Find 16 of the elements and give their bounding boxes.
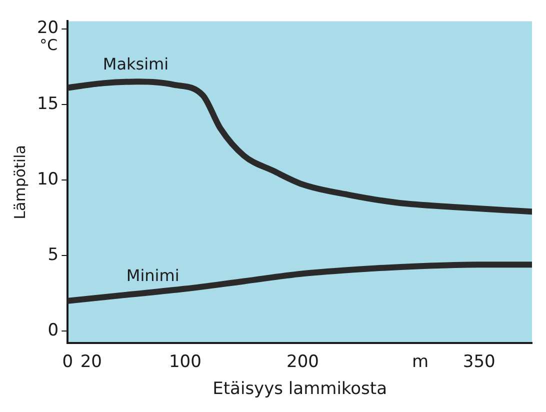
y-tick-label: 5 [48, 244, 59, 265]
x-axis-title: Etäisyys lammikosta [212, 379, 387, 400]
y-tick-label: 10 [36, 169, 59, 190]
x-tick-label: 200 [286, 352, 319, 372]
y-tick-label: 15 [36, 94, 59, 114]
series-label: Maksimi [102, 54, 169, 74]
text: °C [40, 36, 58, 54]
x-tick-label: m [412, 352, 429, 372]
y-tick-label: 0 [48, 320, 59, 341]
x-tick-label: 100 [168, 352, 202, 372]
x-tick-label: 0 [62, 352, 74, 372]
series-label: Minimi [126, 266, 180, 285]
y-tick-label: 20 [36, 18, 59, 38]
x-tick-label: 20 [80, 352, 102, 372]
x-tick-label: 350 [462, 352, 496, 372]
y-axis-title: Lämpötila [10, 145, 29, 220]
